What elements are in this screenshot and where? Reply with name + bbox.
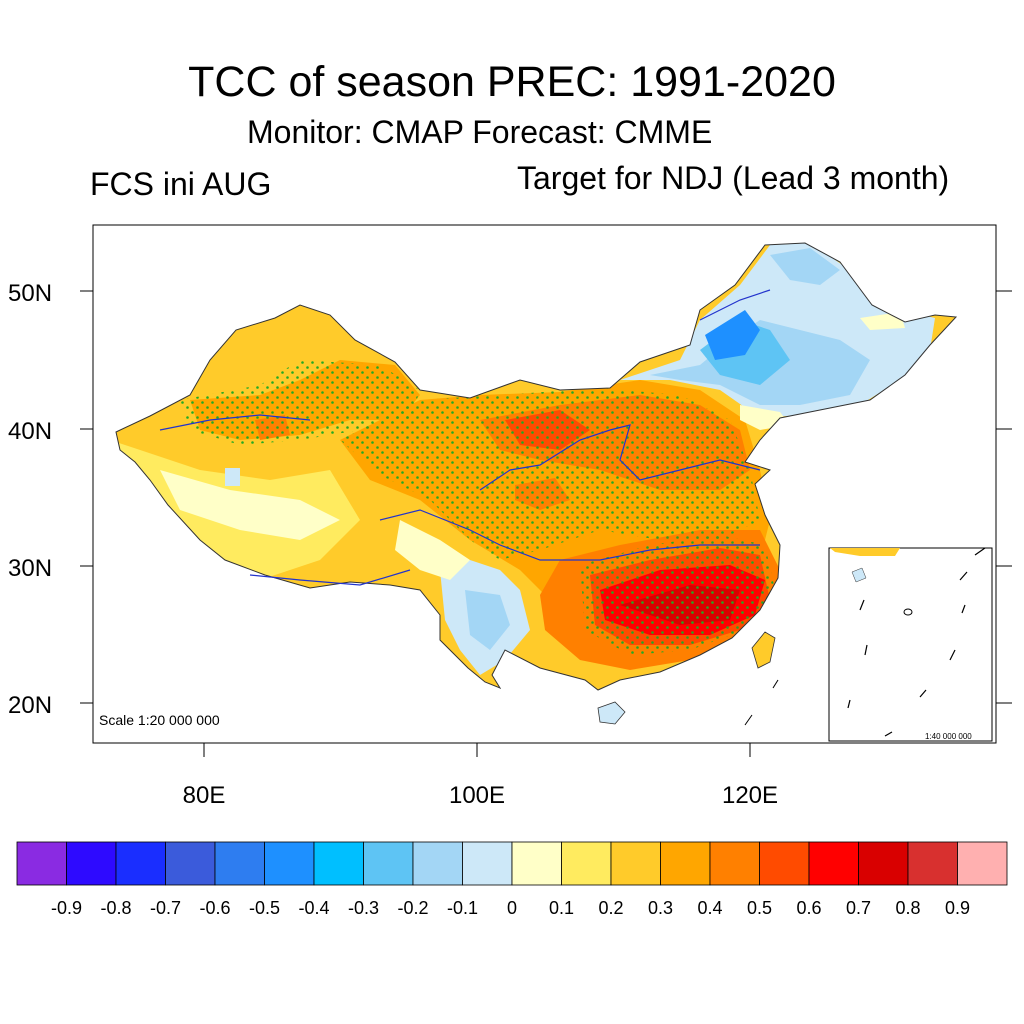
lat-label: 30N	[8, 555, 52, 582]
colorbar-swatch	[907, 841, 958, 886]
colorbar-label: -0.1	[447, 898, 478, 918]
scale-label: Scale 1:20 000 000	[99, 712, 220, 728]
south-china-sea-inset: 1:40 000 000	[828, 547, 993, 742]
colorbar-swatch	[808, 841, 859, 886]
lat-ticks	[80, 290, 1012, 757]
colorbar-swatch	[709, 841, 760, 886]
significance-stipple	[180, 360, 775, 655]
colorbar-label: 0.6	[796, 898, 821, 918]
colorbar-label: -0.3	[348, 898, 379, 918]
colorbar-swatch	[610, 841, 661, 886]
colorbar-label: -0.4	[298, 898, 329, 918]
inset-scale-label: 1:40 000 000	[925, 732, 972, 741]
colorbar-swatch	[16, 841, 67, 886]
colorbar-swatch	[412, 841, 463, 886]
china-border	[115, 242, 958, 691]
colorbar-swatch	[165, 841, 216, 886]
colorbar-label: 0.4	[697, 898, 722, 918]
colorbar-label: -0.8	[100, 898, 131, 918]
colorbar-label: 0.7	[846, 898, 871, 918]
colorbar-swatch	[264, 841, 315, 886]
colorbar-swatch	[66, 841, 117, 886]
colorbar-label: -0.2	[397, 898, 428, 918]
lon-label: 100E	[449, 782, 505, 809]
colorbar-label: 0	[507, 898, 517, 918]
chart-subtitle: Monitor: CMAP Forecast: CMME	[247, 114, 713, 150]
colorbar-label: 0.5	[747, 898, 772, 918]
colorbar-swatch	[957, 841, 1008, 886]
colorbar-label: 0.9	[945, 898, 970, 918]
colorbar-swatch	[462, 841, 513, 886]
target-season-label: Target for NDJ (Lead 3 month)	[517, 160, 950, 196]
taiwan	[751, 631, 776, 669]
colorbar: -0.9 -0.8 -0.7 -0.6 -0.5 -0.4 -0.3 -0.2 -0.1 0 0.1…	[16, 841, 1008, 918]
colorbar-label: -0.7	[150, 898, 181, 918]
colorbar-label: 0.2	[598, 898, 623, 918]
colorbar-swatch	[660, 841, 711, 886]
colorbar-label: -0.5	[249, 898, 280, 918]
forecast-init-label: FCS ini AUG	[90, 166, 272, 202]
hainan	[597, 701, 626, 725]
colorbar-swatch	[363, 841, 414, 886]
colorbar-label: 0.3	[648, 898, 673, 918]
lat-label: 20N	[8, 692, 52, 719]
colorbar-swatch	[561, 841, 612, 886]
colorbar-label: -0.9	[51, 898, 82, 918]
lon-label: 80E	[183, 782, 226, 809]
colorbar-swatch	[858, 841, 909, 886]
colorbar-label: 0.1	[549, 898, 574, 918]
chart-title: TCC of season PREC: 1991-2020	[188, 58, 836, 106]
colorbar-swatch	[214, 841, 265, 886]
colorbar-swatch	[115, 841, 166, 886]
colorbar-swatch	[759, 841, 810, 886]
colorbar-label: 0.8	[895, 898, 920, 918]
lat-label: 50N	[8, 280, 52, 307]
rivers	[159, 289, 771, 586]
lon-label: 120E	[722, 782, 778, 809]
colorbar-swatch	[511, 841, 562, 886]
colorbar-swatch	[313, 841, 364, 886]
colorbar-label: -0.6	[199, 898, 230, 918]
lat-label: 40N	[8, 418, 52, 445]
